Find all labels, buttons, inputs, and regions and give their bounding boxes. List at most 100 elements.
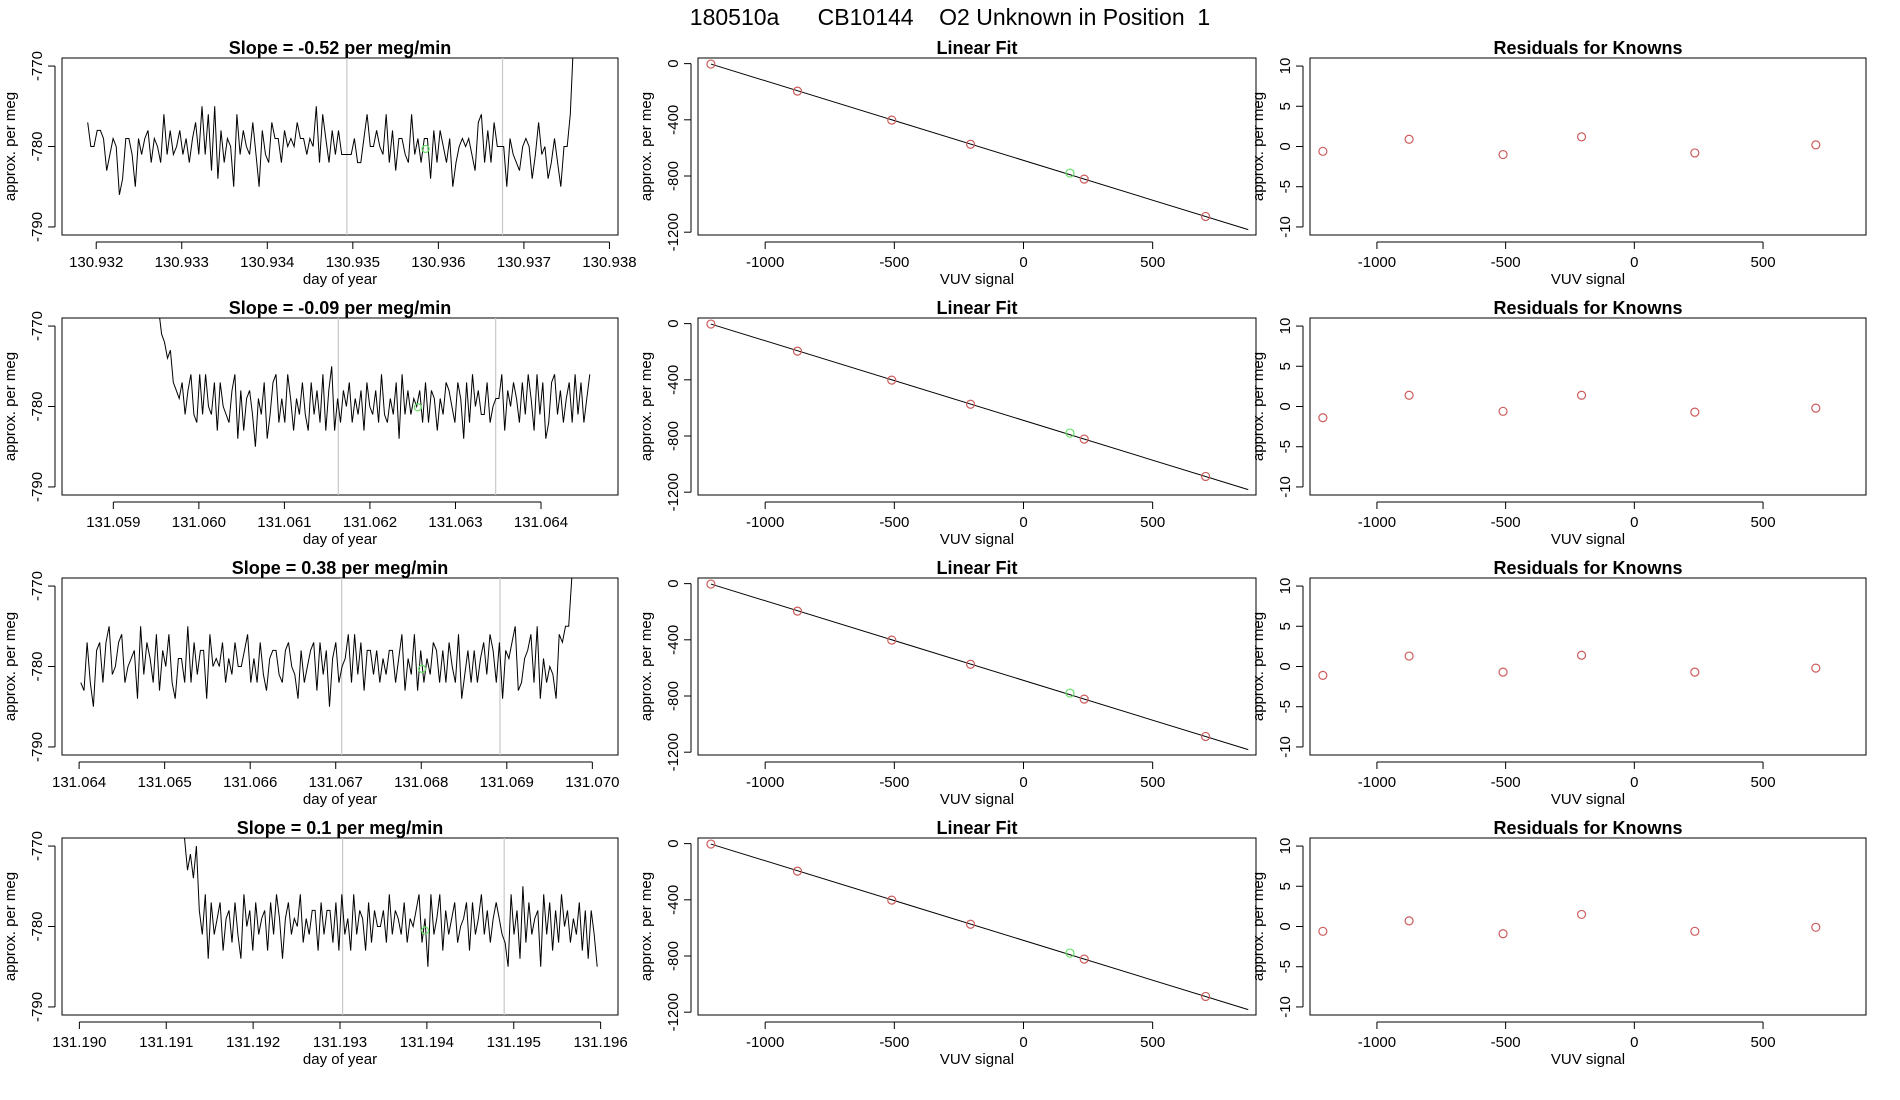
plot-title: Slope = 0.38 per meg/min — [232, 558, 449, 578]
x-tick-label: 130.932 — [69, 254, 123, 271]
x-tick-label: 131.190 — [52, 1034, 106, 1051]
x-axis-label: VUV signal — [940, 271, 1014, 288]
plot-frame — [1309, 837, 1867, 1016]
plot-frame — [61, 317, 619, 496]
fit-line — [710, 323, 1249, 491]
y-tick-label: -5 — [1277, 180, 1294, 193]
known-point — [1079, 954, 1089, 964]
plot-title: Slope = -0.52 per meg/min — [229, 38, 452, 58]
x-tick-label: 131.069 — [480, 774, 534, 791]
known-point — [706, 319, 716, 329]
x-tick-label: 0 — [1019, 1034, 1027, 1051]
x-tick-label: 500 — [1140, 1034, 1165, 1051]
y-tick-label: -1200 — [665, 213, 682, 251]
y-tick-label: 0 — [665, 579, 682, 587]
known-point — [887, 635, 897, 645]
x-tick-label: -500 — [879, 254, 909, 271]
plot-frame — [61, 577, 619, 756]
trace-series — [87, 58, 574, 195]
x-tick-label: -500 — [879, 774, 909, 791]
plot-area — [1318, 390, 1821, 423]
y-tick-label: 10 — [1277, 578, 1294, 595]
plot-title: Linear Fit — [936, 38, 1017, 58]
residual-point — [1404, 916, 1414, 926]
unknown-point — [413, 403, 422, 412]
plot-frame — [1309, 317, 1867, 496]
panel-resid-10: Residuals for Knowns -1000 -500 0 500 VUV sig… — [1250, 558, 1867, 808]
residual-point — [1690, 926, 1700, 936]
panel-trace-3: Slope = 0.1 per meg/min 131.190 131.191 131… — [2, 818, 628, 1068]
y-tick-label: -400 — [665, 625, 682, 655]
unknown-point — [1065, 688, 1075, 698]
y-axis-label: approx. per meg — [638, 612, 655, 721]
trace-series — [159, 318, 591, 447]
panel-resid-8: Residuals for Knowns -1000 -500 0 500 VUV sig… — [1250, 38, 1867, 288]
y-tick-label: -10 — [1277, 476, 1294, 498]
fit-line — [710, 63, 1249, 231]
residual-point — [1498, 149, 1508, 160]
y-tick-label: -770 — [29, 51, 46, 81]
known-point — [1079, 694, 1089, 704]
plot-frame — [61, 57, 619, 236]
y-tick-label: -770 — [29, 831, 46, 861]
x-tick-label: 0 — [1630, 254, 1638, 271]
plot-area — [706, 839, 1249, 1011]
y-tick-label: 10 — [1277, 318, 1294, 335]
known-point — [1079, 174, 1089, 184]
y-tick-label: -790 — [29, 732, 46, 762]
residual-point — [1576, 132, 1587, 142]
residual-point — [1404, 651, 1414, 661]
x-axis-label: day of year — [303, 1051, 377, 1068]
plot-title: Linear Fit — [936, 298, 1017, 318]
y-axis-label: approx. per meg — [638, 872, 655, 981]
x-tick-label: -1000 — [746, 1034, 784, 1051]
x-tick-label: 500 — [1751, 254, 1776, 271]
y-tick-label: -790 — [29, 472, 46, 502]
known-point — [1201, 991, 1211, 1002]
panel-fit-6: Linear Fit -1000 -500 0 500 VUV signal -1200 -8… — [638, 558, 1257, 808]
x-tick-label: 500 — [1140, 514, 1165, 531]
y-axis-label: approx. per meg — [2, 352, 19, 461]
y-tick-label: 0 — [665, 59, 682, 67]
y-tick-label: -780 — [29, 651, 46, 681]
x-tick-label: -500 — [1491, 774, 1521, 791]
y-tick-label: 5 — [1277, 882, 1294, 890]
x-tick-label: -1000 — [746, 514, 784, 531]
plot-title: Residuals for Knowns — [1493, 298, 1682, 318]
trace-series — [184, 838, 598, 967]
y-tick-label: -5 — [1277, 440, 1294, 453]
known-point — [887, 115, 897, 125]
known-point — [887, 375, 897, 385]
y-tick-label: 0 — [665, 319, 682, 327]
plot-area — [706, 59, 1249, 231]
x-tick-label: 130.933 — [155, 254, 209, 271]
y-axis-label: approx. per meg — [2, 612, 19, 721]
x-tick-label: 131.195 — [487, 1034, 541, 1051]
plot-title: Residuals for Knowns — [1493, 818, 1682, 838]
known-point — [1201, 731, 1211, 742]
y-tick-label: -1200 — [665, 733, 682, 771]
residual-point — [1318, 146, 1328, 156]
known-point — [792, 86, 803, 96]
unknown-point — [421, 926, 430, 935]
plot-area — [1318, 909, 1821, 939]
y-tick-label: -790 — [29, 992, 46, 1022]
y-tick-label: -780 — [29, 131, 46, 161]
panel-trace-0: Slope = -0.52 per meg/min 130.932 130.933 1… — [2, 38, 637, 288]
residual-point — [1576, 650, 1587, 660]
x-tick-label: 131.067 — [309, 774, 363, 791]
x-axis-label: day of year — [303, 791, 377, 808]
x-tick-label: -500 — [1491, 514, 1521, 531]
x-tick-label: 130.934 — [240, 254, 294, 271]
panel-fit-7: Linear Fit -1000 -500 0 500 VUV signal -1200 -8… — [638, 818, 1257, 1068]
y-tick-label: -10 — [1277, 216, 1294, 238]
x-tick-label: 131.192 — [226, 1034, 280, 1051]
x-tick-label: 131.066 — [223, 774, 277, 791]
y-axis-label: approx. per meg — [1250, 872, 1267, 981]
plot-title: Residuals for Knowns — [1493, 558, 1682, 578]
y-tick-label: -5 — [1277, 700, 1294, 713]
residual-point — [1404, 134, 1414, 144]
known-point — [706, 579, 716, 589]
x-axis-label: day of year — [303, 271, 377, 288]
plot-title: Linear Fit — [936, 558, 1017, 578]
